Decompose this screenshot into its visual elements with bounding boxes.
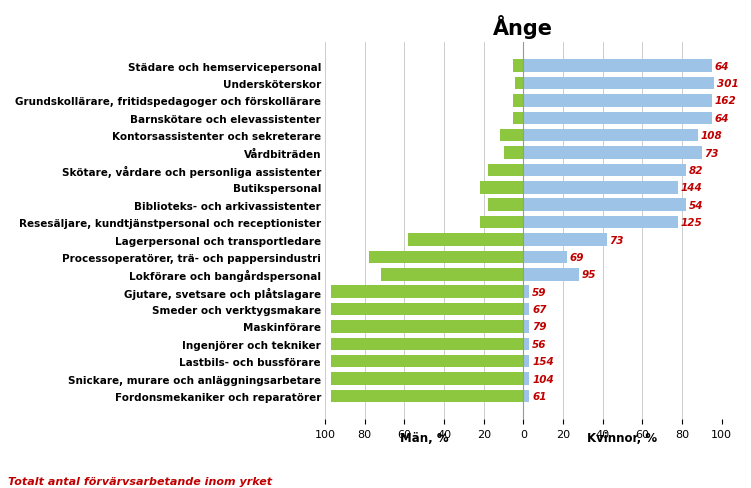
Bar	[523, 112, 712, 125]
Bar	[503, 147, 523, 160]
Text: 56: 56	[532, 339, 547, 349]
Bar	[523, 286, 529, 298]
Text: 95: 95	[582, 270, 596, 280]
Bar	[499, 130, 523, 142]
Bar	[409, 234, 523, 246]
Bar	[514, 95, 523, 107]
Text: 54: 54	[689, 201, 704, 210]
Text: 162: 162	[715, 96, 736, 106]
Bar	[381, 268, 523, 281]
Bar	[523, 217, 678, 229]
Bar	[523, 182, 678, 194]
Text: 67: 67	[532, 305, 547, 314]
Bar	[523, 61, 712, 73]
Text: 73: 73	[610, 235, 624, 245]
Bar	[480, 182, 523, 194]
Bar	[523, 372, 529, 385]
Text: 64: 64	[715, 61, 729, 72]
Bar	[523, 338, 529, 350]
Bar	[331, 303, 523, 316]
Bar	[523, 199, 686, 212]
Bar	[331, 355, 523, 367]
Bar	[487, 199, 523, 212]
Text: 73: 73	[704, 148, 719, 158]
Bar	[331, 321, 523, 333]
Bar	[515, 78, 523, 90]
Text: 61: 61	[532, 391, 547, 401]
Bar	[523, 234, 607, 246]
Bar	[523, 390, 529, 402]
Bar	[523, 164, 686, 177]
Bar	[523, 355, 529, 367]
Bar	[331, 338, 523, 350]
Bar	[523, 303, 529, 316]
Bar	[331, 390, 523, 402]
Text: 64: 64	[715, 114, 729, 123]
Text: Totalt antal förvärvsarbetande inom yrket: Totalt antal förvärvsarbetande inom yrke…	[8, 476, 272, 486]
Text: Män, %: Män, %	[400, 431, 448, 444]
Bar	[523, 268, 579, 281]
Text: Kvinnor, %: Kvinnor, %	[587, 431, 657, 444]
Bar	[369, 251, 523, 264]
Bar	[523, 95, 712, 107]
Bar	[331, 286, 523, 298]
Text: 154: 154	[532, 356, 554, 366]
Bar	[523, 130, 698, 142]
Bar	[523, 78, 713, 90]
Bar	[487, 164, 523, 177]
Bar	[523, 251, 567, 264]
Text: 82: 82	[689, 165, 704, 176]
Bar	[331, 372, 523, 385]
Bar	[514, 61, 523, 73]
Text: 125: 125	[681, 218, 703, 228]
Text: 79: 79	[532, 322, 547, 332]
Bar	[523, 147, 701, 160]
Bar	[523, 321, 529, 333]
Text: 144: 144	[681, 183, 703, 193]
Title: Ånge: Ånge	[493, 15, 553, 39]
Bar	[480, 217, 523, 229]
Text: 59: 59	[532, 287, 547, 297]
Bar	[514, 112, 523, 125]
Text: 108: 108	[701, 131, 722, 141]
Text: 104: 104	[532, 374, 554, 384]
Text: 69: 69	[570, 252, 584, 263]
Text: 301: 301	[716, 79, 738, 89]
